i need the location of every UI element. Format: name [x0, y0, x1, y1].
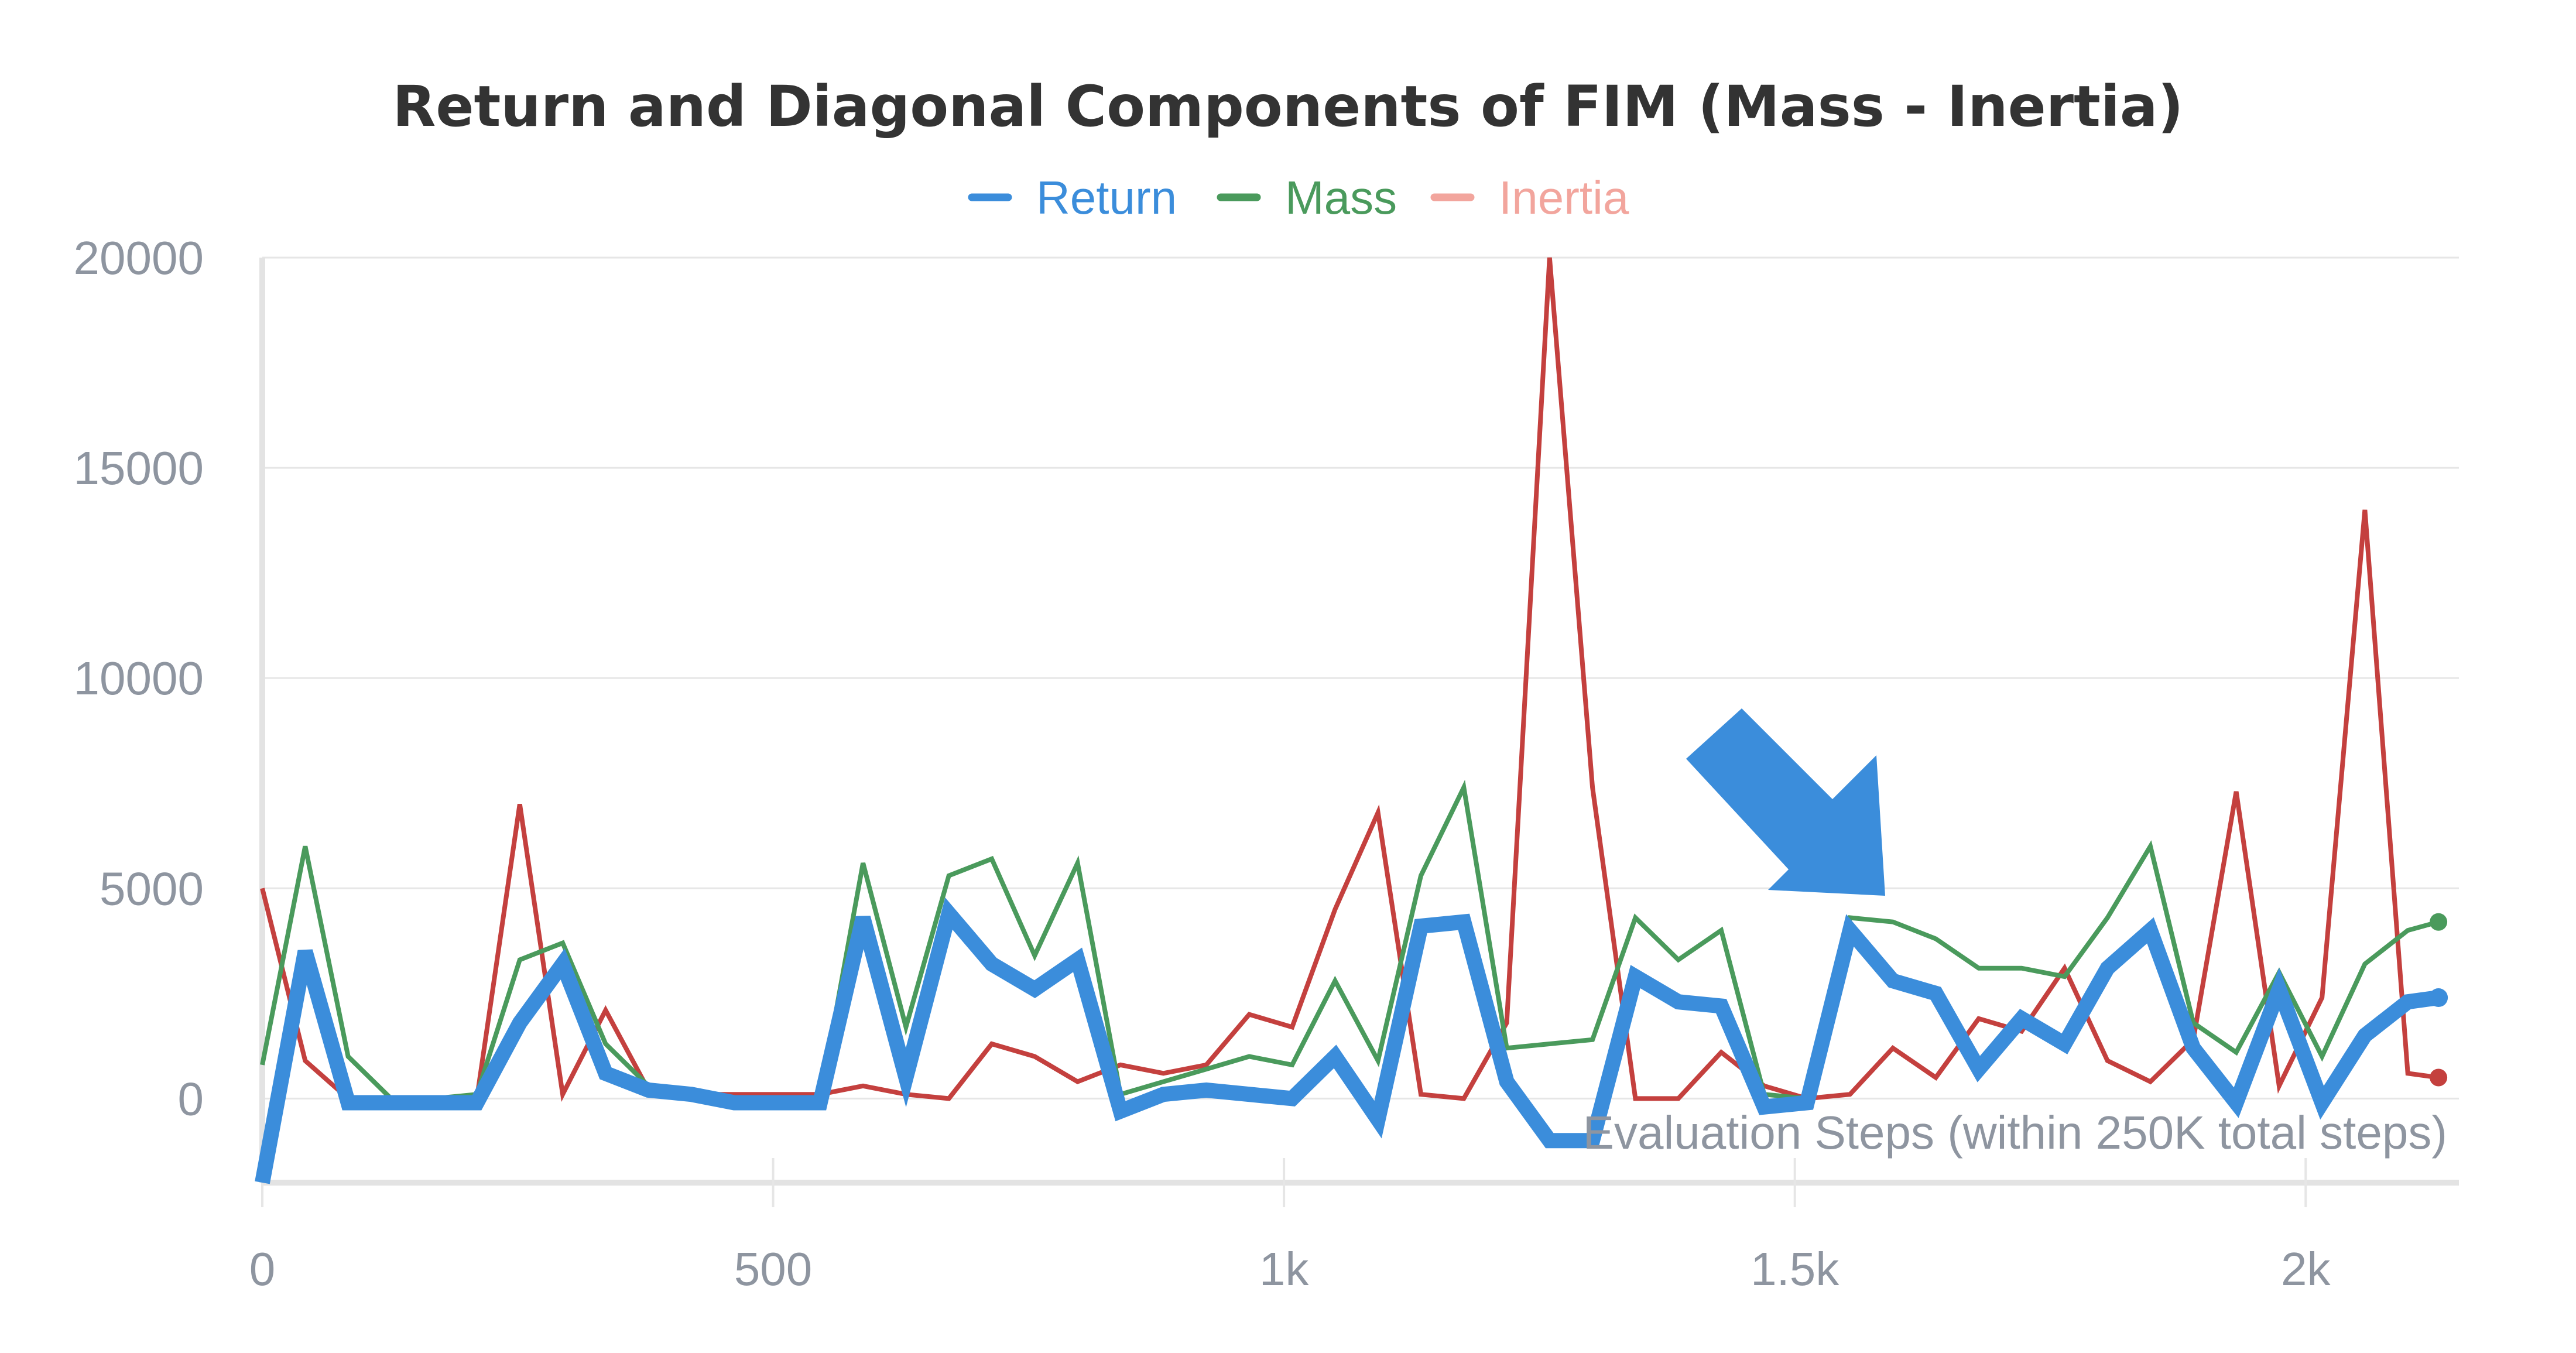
series-line-mass: [260, 779, 2440, 1101]
x-tick-label-0: 0: [249, 1243, 276, 1295]
annotation-arrow: [1686, 708, 1885, 896]
y-tick-label-4: 20000: [74, 232, 204, 284]
legend-label-return: Return: [1036, 172, 1177, 224]
y-tick-label-3: 15000: [74, 442, 204, 494]
series-endpoint-inertia: [2430, 1068, 2448, 1087]
legend: Return Mass Inertia: [968, 172, 1629, 224]
x-tick-label-3: 1.5k: [1751, 1243, 1839, 1295]
legend-label-inertia: Inertia: [1499, 172, 1629, 224]
y-tick-label-2: 10000: [74, 652, 204, 704]
x-tick-label-2: 1k: [1259, 1243, 1309, 1295]
arrow-shape: [1686, 708, 1885, 896]
series-line-return: [255, 897, 2440, 1184]
chart-title: Return and Diagonal Components of FIM (M…: [392, 74, 2183, 139]
axis-annotation-text: Evaluation Steps (within 250K total step…: [1583, 1107, 2447, 1159]
legend-label-mass: Mass: [1285, 172, 1397, 224]
series-layer: [255, 257, 2448, 1184]
x-tick-label-4: 2k: [2281, 1243, 2331, 1295]
y-tick-label-0: 0: [178, 1073, 204, 1125]
series-endpoint-return: [2429, 988, 2448, 1007]
axes: 0 5000 10000 15000 20000 0 500 1k 1.5k 2k: [74, 232, 2459, 1295]
series-endpoint-mass: [2430, 913, 2448, 931]
x-tick-label-1: 500: [734, 1243, 812, 1295]
grid-lines: [262, 256, 2459, 1099]
y-tick-label-1: 5000: [100, 862, 204, 914]
